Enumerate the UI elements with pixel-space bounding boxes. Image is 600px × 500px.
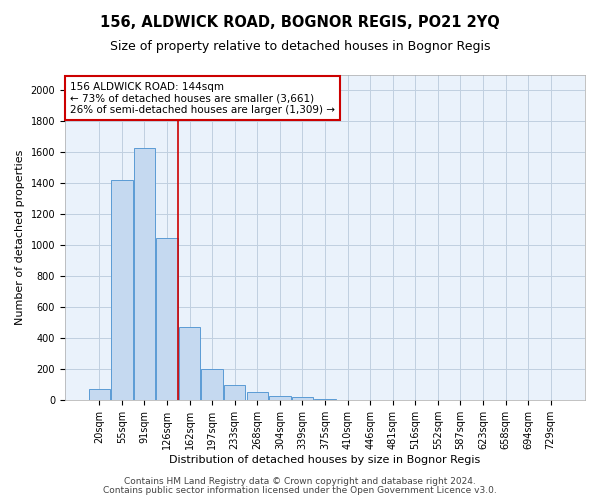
Bar [292, 397, 313, 400]
Bar [247, 392, 268, 400]
Bar [111, 180, 133, 400]
Bar [156, 238, 178, 400]
Bar [89, 388, 110, 400]
Bar [202, 369, 223, 400]
Text: 156 ALDWICK ROAD: 144sqm
← 73% of detached houses are smaller (3,661)
26% of sem: 156 ALDWICK ROAD: 144sqm ← 73% of detach… [70, 82, 335, 114]
Bar [134, 148, 155, 400]
Text: 156, ALDWICK ROAD, BOGNOR REGIS, PO21 2YQ: 156, ALDWICK ROAD, BOGNOR REGIS, PO21 2Y… [100, 15, 500, 30]
Text: Size of property relative to detached houses in Bognor Regis: Size of property relative to detached ho… [110, 40, 490, 53]
Bar [224, 384, 245, 400]
Text: Contains public sector information licensed under the Open Government Licence v3: Contains public sector information licen… [103, 486, 497, 495]
Bar [269, 396, 290, 400]
Bar [179, 328, 200, 400]
Text: Contains HM Land Registry data © Crown copyright and database right 2024.: Contains HM Land Registry data © Crown c… [124, 477, 476, 486]
Y-axis label: Number of detached properties: Number of detached properties [15, 150, 25, 326]
Bar [314, 398, 335, 400]
X-axis label: Distribution of detached houses by size in Bognor Regis: Distribution of detached houses by size … [169, 455, 481, 465]
